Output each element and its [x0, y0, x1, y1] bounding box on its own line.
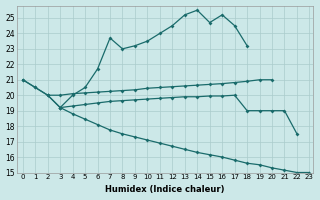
X-axis label: Humidex (Indice chaleur): Humidex (Indice chaleur)	[105, 185, 225, 194]
